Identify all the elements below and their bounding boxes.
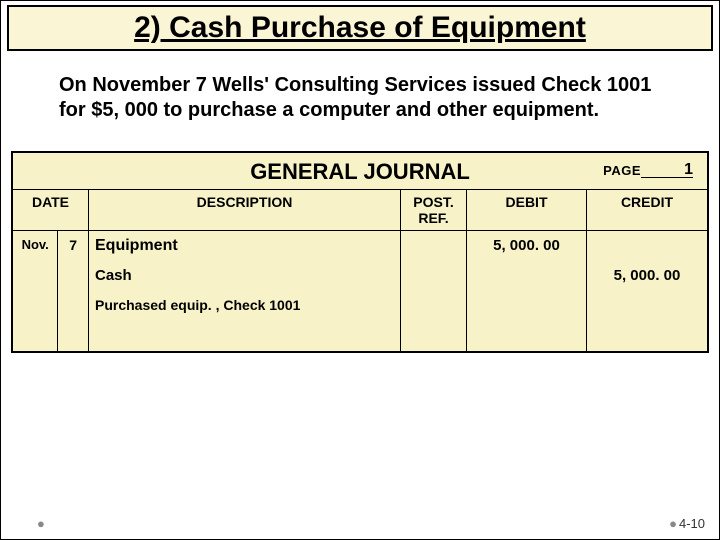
entry-credit-2: 5, 000. 00: [587, 261, 707, 291]
entry-desc-2: Cash: [89, 261, 401, 291]
entry-postref-3: [401, 291, 467, 321]
entry-month-2: [13, 261, 58, 291]
narrative-text: On November 7 Wells' Consulting Services…: [59, 73, 669, 123]
col-postref-header: POST. REF.: [401, 190, 467, 230]
journal-entry-line-2: Cash 5, 000. 00: [13, 261, 707, 291]
journal-grid: DATE DESCRIPTION POST. REF. DEBIT CREDIT…: [13, 189, 707, 351]
journal-entry-line-blank: [13, 321, 707, 351]
col-debit-header: DEBIT: [467, 190, 587, 230]
date-cell: Nov. 7: [13, 231, 89, 261]
entry-credit-3: [587, 291, 707, 321]
journal-header: GENERAL JOURNAL PAGE1: [13, 153, 707, 189]
col-date-header: DATE: [13, 190, 89, 230]
entry-credit-1: [587, 231, 707, 261]
slide-title: 2) Cash Purchase of Equipment: [19, 11, 701, 45]
entry-debit-2: [467, 261, 587, 291]
col-credit-header: CREDIT: [587, 190, 707, 230]
entry-postref-1: [401, 231, 467, 261]
bullet-icon: ●: [669, 516, 677, 531]
date-cell-3: [13, 291, 89, 321]
journal-column-headers: DATE DESCRIPTION POST. REF. DEBIT CREDIT: [13, 190, 707, 231]
entry-debit-3: [467, 291, 587, 321]
page-number: 1: [641, 163, 693, 178]
col-description-header: DESCRIPTION: [89, 190, 401, 230]
slide-title-box: 2) Cash Purchase of Equipment: [7, 5, 713, 51]
entry-desc-1: Equipment: [89, 231, 401, 261]
journal-entry-line-1: Nov. 7 Equipment 5, 000. 00: [13, 231, 707, 261]
journal-entry-line-3: Purchased equip. , Check 1001: [13, 291, 707, 321]
entry-desc-3: Purchased equip. , Check 1001: [89, 291, 401, 321]
entry-month: Nov.: [13, 231, 58, 261]
journal-title: GENERAL JOURNAL: [250, 159, 470, 185]
journal-page: PAGE1: [603, 163, 693, 178]
entry-day: 7: [58, 231, 88, 261]
entry-month-3: [13, 291, 58, 321]
general-journal: GENERAL JOURNAL PAGE1 DATE DESCRIPTION P…: [11, 151, 709, 353]
footer-text: 4-10: [679, 516, 705, 531]
journal-body: Nov. 7 Equipment 5, 000. 00 Cash: [13, 231, 707, 351]
footer-page-ref: ●4-10: [669, 516, 705, 531]
entry-day-3: [58, 291, 88, 321]
entry-debit-1: 5, 000. 00: [467, 231, 587, 261]
entry-postref-2: [401, 261, 467, 291]
bullet-icon: ●: [37, 516, 45, 531]
date-cell-4: [13, 321, 89, 351]
entry-day-2: [58, 261, 88, 291]
footer-left-bullet: ●: [37, 516, 47, 531]
page-label: PAGE: [603, 163, 641, 178]
date-cell-2: [13, 261, 89, 291]
